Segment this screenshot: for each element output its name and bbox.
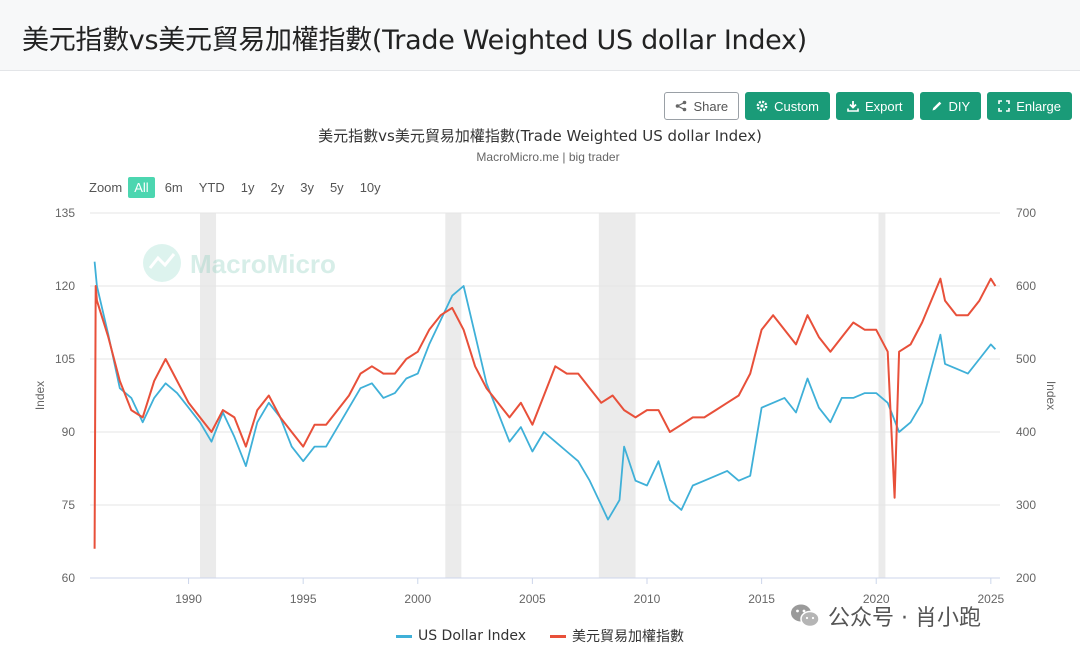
zoom-6m-button[interactable]: 6m xyxy=(164,180,183,195)
gear-icon xyxy=(756,100,768,112)
zoom-5y-button[interactable]: 5y xyxy=(329,180,344,195)
diy-button-label: DIY xyxy=(948,98,971,114)
page-title: 美元指數vs美元貿易加權指數(Trade Weighted US dollar … xyxy=(22,25,807,56)
enlarge-button[interactable]: Enlarge xyxy=(987,92,1072,120)
y-right-axis-title: Index xyxy=(1044,381,1058,410)
expand-icon xyxy=(998,100,1010,112)
page-header: 美元指數vs美元貿易加權指數(Trade Weighted US dollar … xyxy=(0,0,1080,71)
recession-band xyxy=(878,213,886,578)
zoom-1y-button[interactable]: 1y xyxy=(240,180,255,195)
x-tick-label: 2010 xyxy=(634,592,661,606)
x-tick-label: 2015 xyxy=(748,592,775,606)
recession-band xyxy=(200,213,217,578)
x-tick-label: 2000 xyxy=(404,592,431,606)
chart-toolbar: Share Custom Export DIY Enlarge xyxy=(664,92,1072,120)
x-tick-label: 2005 xyxy=(519,592,546,606)
share-button[interactable]: Share xyxy=(664,92,740,120)
y-left-tick-label: 75 xyxy=(62,498,76,512)
recession-band xyxy=(445,213,462,578)
zoom-10y-button[interactable]: 10y xyxy=(359,180,381,195)
y-left-axis-title: Index xyxy=(33,381,47,410)
series-line-twi xyxy=(93,277,997,549)
x-tick-label: 1990 xyxy=(175,592,202,606)
custom-button[interactable]: Custom xyxy=(745,92,830,120)
enlarge-button-label: Enlarge xyxy=(1016,98,1061,114)
zoom-2y-button[interactable]: 2y xyxy=(270,180,285,195)
legend-swatch-twi xyxy=(550,634,567,638)
x-tick-label: 2025 xyxy=(977,592,1004,606)
y-left-tick-label: 90 xyxy=(62,425,76,439)
y-left-tick-label: 120 xyxy=(55,279,75,293)
y-right-tick-label: 400 xyxy=(1016,425,1036,439)
wechat-watermark-text: 公众号 · 肖小跑 xyxy=(828,606,981,631)
pencil-icon xyxy=(932,101,941,111)
zoom-ytd-button[interactable]: YTD xyxy=(198,180,225,195)
chart-legend: US Dollar Index 美元貿易加權指數 xyxy=(0,626,1080,646)
chart-subtitle: MacroMicro.me | big trader xyxy=(476,150,620,164)
share-button-label: Share xyxy=(693,98,729,114)
zoom-label: Zoom xyxy=(89,180,123,195)
share-icon xyxy=(676,100,687,112)
y-right-tick-label: 200 xyxy=(1016,571,1036,585)
y-left-tick-label: 135 xyxy=(55,206,75,220)
y-left-tick-label: 60 xyxy=(62,571,76,585)
legend-label-usd: US Dollar Index xyxy=(417,628,527,644)
legend-swatch-usd xyxy=(395,634,412,638)
x-tick-label: 2020 xyxy=(863,592,890,606)
macromicro-logo-icon xyxy=(143,244,181,282)
export-button-label: Export xyxy=(864,98,903,114)
recession-band xyxy=(598,213,636,578)
zoom-3y-button[interactable]: 3y xyxy=(300,180,314,195)
zoom-all-button[interactable]: All xyxy=(128,177,155,198)
x-tick-label: 1995 xyxy=(290,592,317,606)
y-right-tick-label: 300 xyxy=(1016,498,1036,512)
y-left-tick-label: 105 xyxy=(55,352,75,366)
legend-label-twi: 美元貿易加權指數 xyxy=(572,629,685,645)
macromicro-watermark-text: MacroMicro xyxy=(190,249,336,279)
macromicro-watermark: MacroMicro xyxy=(143,244,336,282)
wechat-watermark: 公众号 · 肖小跑 xyxy=(790,600,981,632)
legend-item-usd[interactable]: US Dollar Index xyxy=(395,626,527,646)
download-icon xyxy=(847,101,859,112)
zoom-selector: Zoom All 6m YTD 1y 2y 3y 5y 10y xyxy=(89,177,387,198)
custom-button-label: Custom xyxy=(774,98,819,114)
chart-title: 美元指數vs美元貿易加權指數(Trade Weighted US dollar … xyxy=(318,127,762,145)
macromicro-logo-mark xyxy=(148,253,176,269)
wechat-icon xyxy=(791,604,820,628)
y-right-tick-label: 700 xyxy=(1016,206,1036,220)
series-line-usd xyxy=(93,261,997,521)
y-right-tick-label: 500 xyxy=(1016,352,1036,366)
diy-button[interactable]: DIY xyxy=(919,92,982,120)
chart-canvas: 60 75 90 105 120 135 200 300 400 500 600 700 1990 199… xyxy=(33,206,1058,606)
export-button[interactable]: Export xyxy=(835,92,914,120)
legend-item-twi[interactable]: 美元貿易加權指數 xyxy=(550,626,684,646)
y-right-tick-label: 600 xyxy=(1016,279,1036,293)
